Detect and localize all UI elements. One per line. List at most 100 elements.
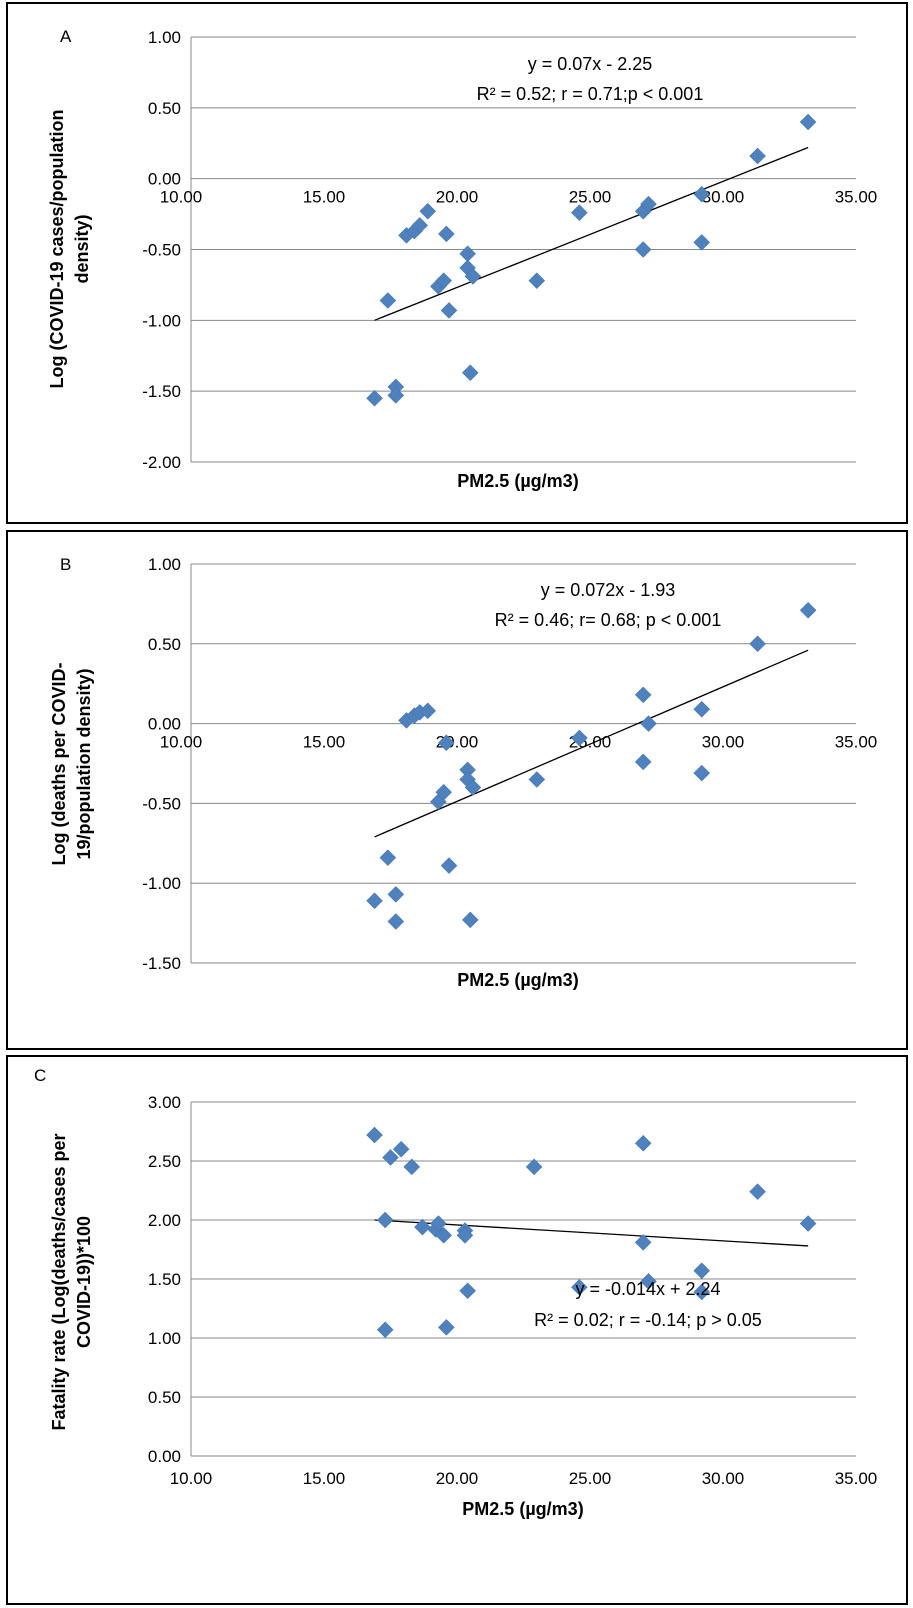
data-point <box>693 1262 711 1280</box>
y-axis-title-line: COVID-19))*100 <box>74 1216 94 1348</box>
y-tick-label: 0.50 <box>148 99 181 118</box>
data-point <box>387 387 405 404</box>
data-point <box>693 185 711 203</box>
x-tick-label: 35.00 <box>835 1469 878 1488</box>
data-point <box>459 245 476 263</box>
data-point <box>799 113 817 131</box>
y-tick-label: -1.00 <box>142 874 181 893</box>
y-tick-label: -0.50 <box>142 241 181 260</box>
y-tick-label: 1.50 <box>148 1270 181 1289</box>
data-point <box>634 686 652 704</box>
data-point <box>379 292 397 309</box>
data-point <box>387 913 405 930</box>
data-point <box>438 1319 455 1336</box>
data-point <box>571 1278 588 1296</box>
panel-label: B <box>60 555 71 574</box>
data-point <box>430 1215 447 1232</box>
data-point <box>379 849 397 867</box>
y-tick-label: 3.00 <box>148 1093 181 1112</box>
x-tick-label: 15.00 <box>303 188 346 207</box>
data-point <box>459 1282 476 1300</box>
y-axis-title-line: Fatality rate (Log(deaths/cases per <box>49 1133 69 1430</box>
regression-stats: R² = 0.46; r= 0.68; p < 0.001 <box>495 610 722 630</box>
y-tick-label: 0.00 <box>148 170 181 189</box>
y-tick-label: 0.50 <box>148 1388 181 1407</box>
data-point <box>419 702 437 720</box>
data-point <box>461 364 479 382</box>
y-tick-label: 1.00 <box>148 28 181 47</box>
y-axis-title-line: 19/population density) <box>74 668 94 859</box>
regression-stats: R² = 0.52; r = 0.71;p < 0.001 <box>477 84 704 104</box>
panel-label: C <box>34 1066 46 1085</box>
data-point <box>528 771 546 788</box>
data-point <box>640 715 657 732</box>
data-point <box>419 202 437 220</box>
data-point <box>640 1273 657 1290</box>
data-point <box>414 1218 431 1236</box>
x-axis-title: PM2.5 (µg/m3) <box>462 1499 583 1519</box>
x-tick-label: 10.00 <box>160 188 203 207</box>
data-point <box>461 911 479 929</box>
regression-stats: R² = 0.02; r = -0.14; p > 0.05 <box>534 1310 762 1330</box>
data-point <box>382 1149 399 1166</box>
data-point <box>366 389 383 407</box>
y-tick-label: -0.50 <box>142 794 181 813</box>
data-point <box>693 1283 711 1301</box>
data-point <box>799 1215 817 1232</box>
data-point <box>435 1226 453 1244</box>
data-point <box>640 195 657 213</box>
panel-c: 3.00 2.50 2.00 1.50 1.00 0.50 0.00 10.00 15.00 20… <box>6 1055 908 1605</box>
x-tick-label: 30.00 <box>702 733 745 752</box>
y-tick-label: 0.50 <box>148 635 181 654</box>
y-tick-label: 2.50 <box>148 1152 181 1171</box>
data-point <box>693 700 711 718</box>
panel-label: A <box>60 27 72 46</box>
data-point <box>366 892 383 910</box>
x-tick-label: 30.00 <box>702 1469 745 1488</box>
x-tick-label: 30.00 <box>702 188 745 207</box>
data-point <box>392 1140 410 1158</box>
x-tick-label: 25.00 <box>569 1469 612 1488</box>
data-point <box>749 147 766 165</box>
regression-equation: y = 0.072x - 1.93 <box>541 580 676 600</box>
data-point <box>693 234 711 251</box>
regression-equation: y = 0.07x - 2.25 <box>528 54 653 74</box>
panel-b: 1.00 0.50 0.00 -0.50 -1.00 -1.50 10.00 15.00 20.… <box>6 530 908 1050</box>
x-tick-label: 35.00 <box>835 733 878 752</box>
y-tick-label: 1.00 <box>148 1329 181 1348</box>
data-point <box>366 1126 383 1144</box>
data-point <box>376 1211 394 1229</box>
x-tick-label: 15.00 <box>303 733 346 752</box>
y-axis-title-line: Log (deaths per COVID- <box>49 662 69 865</box>
data-point <box>411 217 429 234</box>
x-tick-label: 10.00 <box>170 1469 213 1488</box>
data-point <box>438 734 455 752</box>
x-axis-title: PM2.5 (µg/m3) <box>457 471 578 491</box>
x-tick-label: 20.00 <box>436 188 479 207</box>
y-tick-label: 0.00 <box>148 1447 181 1466</box>
data-point <box>799 601 817 619</box>
trendline <box>374 146 809 321</box>
data-point <box>571 204 588 222</box>
data-point <box>634 753 652 771</box>
data-point <box>528 272 546 290</box>
y-tick-label: -1.00 <box>142 311 181 330</box>
trendline <box>374 649 809 838</box>
y-tick-label: 0.00 <box>148 715 181 734</box>
data-point <box>435 272 453 290</box>
y-tick-label: -1.50 <box>142 954 181 973</box>
x-axis-title: PM2.5 (µg/m3) <box>457 970 578 990</box>
data-point <box>634 241 652 258</box>
data-point <box>464 268 482 285</box>
chart-a-svg: 1.00 0.50 0.00 -0.50 -1.00 -1.50 -2.00 10.00 15.… <box>47 27 877 491</box>
y-axis-title-line: density) <box>72 214 92 283</box>
data-point <box>440 857 458 874</box>
y-tick-label: -2.00 <box>142 453 181 472</box>
data-point <box>403 1158 421 1176</box>
x-tick-label: 20.00 <box>436 1469 479 1488</box>
data-point <box>634 1234 652 1251</box>
data-point <box>749 635 766 653</box>
data-point <box>387 886 405 903</box>
y-tick-label: 2.00 <box>148 1211 181 1230</box>
data-point <box>435 783 453 801</box>
